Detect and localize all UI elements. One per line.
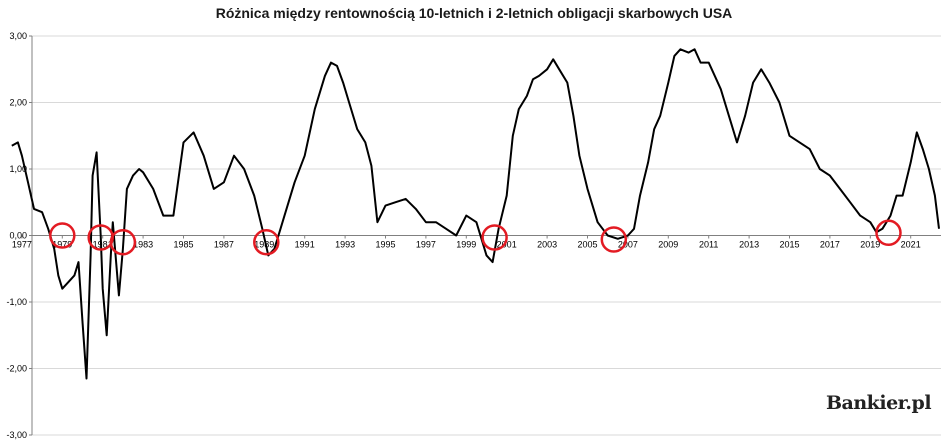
- x-tick-label: 1987: [214, 240, 234, 250]
- x-tick-label: 2009: [658, 240, 678, 250]
- x-tick-label: 1993: [335, 240, 355, 250]
- x-tick-label: 1979: [52, 240, 72, 250]
- series-line: [11, 48, 940, 380]
- x-tick-label: 1989: [254, 240, 274, 250]
- inversion-marker: [875, 219, 902, 247]
- y-tick-label: -3,00: [6, 430, 27, 440]
- axes: -3,00 -2,00 -1,00 0,00 1,00 2,00 3,00 1977 1979 1…: [6, 31, 941, 440]
- chart-title: Różnica między rentownością 10-letnich i…: [215, 5, 733, 21]
- inversion-marker: [109, 228, 137, 256]
- series-layer: [11, 48, 940, 380]
- x-tick-label: 1997: [416, 240, 436, 250]
- y-tick-label: 1,00: [9, 164, 27, 174]
- x-tick-label: 2011: [699, 240, 718, 250]
- x-tick-label: 1985: [173, 240, 193, 250]
- x-tick-label: 2005: [577, 240, 597, 250]
- x-tick-label: 1977: [12, 240, 32, 250]
- x-tick-label: 2003: [537, 240, 557, 250]
- inversion-marker: [600, 226, 628, 253]
- x-tick-label: 1981: [93, 240, 113, 250]
- x-tick-label: 2007: [618, 240, 638, 250]
- y-tick-label: 2,00: [9, 98, 27, 108]
- x-tick-label: 1983: [133, 240, 153, 250]
- y-tick-label: 0,00: [9, 231, 27, 241]
- x-tick-label: 2019: [860, 240, 880, 250]
- x-tick-label: 1999: [456, 240, 476, 250]
- y-tick-label: -2,00: [6, 364, 27, 374]
- inversion-marker: [481, 224, 508, 251]
- x-tick-label: 2017: [820, 240, 840, 250]
- x-tick-label: 2013: [739, 240, 759, 250]
- x-tick-label: 1991: [295, 240, 315, 250]
- x-tick-label: 2021: [901, 240, 921, 250]
- marker-layer: [49, 219, 902, 256]
- inversion-marker: [49, 222, 76, 249]
- x-tick-label: 1995: [375, 240, 395, 250]
- inversion-marker: [253, 228, 280, 256]
- y-tick-label: -1,00: [6, 297, 27, 307]
- x-tick-label: 2001: [497, 240, 517, 250]
- y-tick-label: 3,00: [9, 31, 27, 41]
- bankier-logo: Bankier.pl: [826, 392, 932, 414]
- x-tick-label: 2015: [779, 240, 799, 250]
